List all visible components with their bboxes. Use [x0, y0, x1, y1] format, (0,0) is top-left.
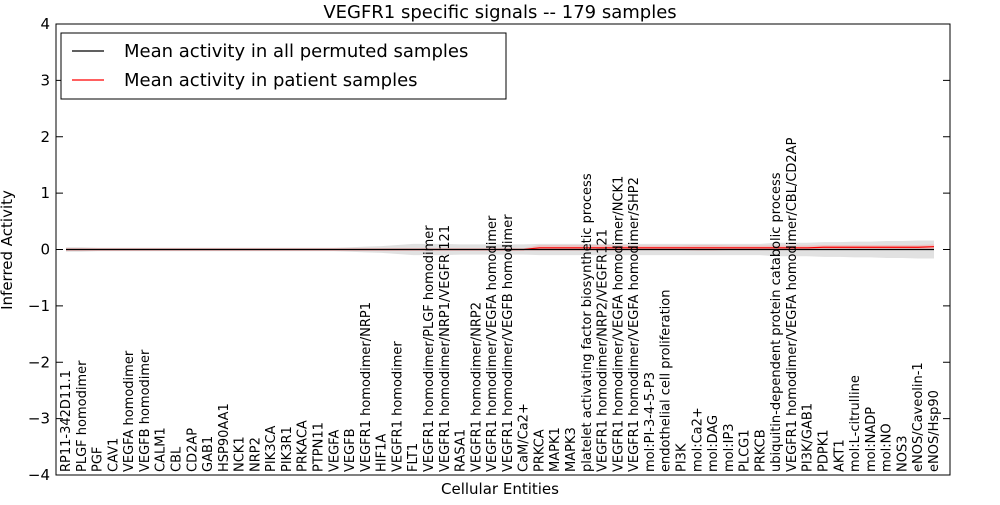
category-label: VEGFR1 homodimer/VEGFA homodimer/NCK1 — [611, 176, 626, 472]
category-label: AKT1 — [832, 439, 847, 472]
category-label: eNOS/Hsp90 — [927, 390, 942, 472]
category-label: mol:DAG — [706, 415, 721, 472]
category-label: PLGF homodimer — [75, 360, 90, 472]
y-tick-label: 2 — [40, 128, 50, 146]
category-label: HSP90AA1 — [217, 403, 232, 472]
category-label: PGF — [91, 447, 106, 472]
category-label: VEGFA — [327, 430, 342, 472]
category-label: VEGFR1 homodimer/VEGFA homodimer/SHP2 — [627, 177, 642, 472]
y-tick-label: −1 — [28, 297, 50, 315]
category-label: platelet activating factor biosynthetic … — [580, 173, 595, 472]
legend-box — [60, 32, 507, 100]
category-label: VEGFR1 homodimer — [390, 341, 405, 472]
category-label: RP11-342D11.1 — [59, 370, 74, 472]
category-label: VEGFR1 homodimer/VEGFA homodimer/CBL/CD2… — [785, 137, 800, 472]
y-tick-label: −3 — [28, 410, 50, 428]
category-labels: RP11-342D11.1 PLGF homodimer PGF CAV1 VEGFA … — [59, 137, 942, 472]
category-label: HIF1A — [375, 434, 390, 472]
y-tick-label: 0 — [40, 241, 50, 259]
category-label: PI3K — [674, 443, 689, 472]
category-label: CD2AP — [185, 428, 200, 472]
category-label: PTPN11 — [312, 422, 327, 472]
category-label: CBL — [169, 446, 184, 472]
x-axis-label: Cellular Entities — [441, 480, 559, 498]
category-label: PRKCA — [532, 429, 547, 472]
plot-frame — [55, 23, 951, 476]
category-label: VEGFR1 homodimer/VEGFA homodimer — [485, 215, 500, 472]
category-label: endothelial cell proliferation — [659, 290, 674, 473]
category-label: mol:Ca2+ — [690, 407, 705, 472]
category-label: VEGFB homodimer — [138, 349, 153, 472]
category-label: PIK3CA — [264, 425, 279, 472]
y-tick-label: 4 — [40, 15, 50, 33]
category-label: MAPK3 — [564, 427, 579, 472]
category-label: VEGFB — [343, 428, 358, 472]
category-label: VEGFR1 homodimer/NRP2 — [469, 302, 484, 472]
category-label: CALM1 — [154, 427, 169, 472]
category-label: eNOS/Caveolin-1 — [911, 362, 926, 472]
category-label: VEGFR1 homodimer/NRP1 — [359, 302, 374, 472]
category-label: ubiquitin-dependent protein catabolic pr… — [769, 172, 784, 472]
category-label: NCK1 — [233, 436, 248, 472]
category-label: FLT1 — [406, 443, 421, 472]
y-axis-ticks: −4 −3 −2 −1 0 1 2 3 4 — [28, 15, 950, 484]
category-label: NRP2 — [248, 437, 263, 472]
category-label: mol:PI-3-4-5-P3 — [643, 372, 658, 472]
category-label: PDPK1 — [817, 430, 832, 473]
y-tick-label: −4 — [28, 466, 50, 484]
category-label: CAV1 — [106, 438, 121, 472]
y-tick-label: 3 — [40, 71, 50, 89]
category-label: mol:L-citrulline — [848, 375, 863, 472]
y-tick-label: −2 — [28, 353, 50, 371]
y-axis-label: Inferred Activity — [0, 190, 16, 310]
category-label: PLCG1 — [738, 429, 753, 472]
category-label: PIK3R1 — [280, 426, 295, 472]
category-label: mol:NO — [880, 423, 895, 472]
category-label: mol:IP3 — [722, 423, 737, 472]
series-lines — [66, 246, 935, 251]
category-label: VEGFR1 homodimer/NRP2/VEGFR121 — [596, 229, 611, 472]
category-label: mol:NADP — [864, 407, 879, 472]
category-label: MAPK1 — [548, 427, 563, 472]
category-label: GAB1 — [201, 436, 216, 472]
category-label: VEGFA homodimer — [122, 350, 137, 472]
category-label: PRKCB — [753, 429, 768, 472]
category-label: NOS3 — [895, 436, 910, 472]
category-label: CaM/Ca2+ — [517, 403, 532, 472]
category-label: VEGFR1 homodimer/NRP1/VEGFR 121 — [438, 225, 453, 472]
chart-title: VEGFR1 specific signals -- 179 samples — [323, 2, 676, 23]
category-label: VEGFR1 homodimer/VEGFB homodimer — [501, 214, 516, 472]
category-label: RASA1 — [454, 429, 469, 472]
y-tick-label: 1 — [40, 184, 50, 202]
category-label: PI3K/GAB1 — [801, 403, 816, 472]
legend: Mean activity in all permuted samples Mea… — [60, 32, 507, 100]
legend-entry: Mean activity in patient samples — [124, 70, 418, 91]
legend-entry: Mean activity in all permuted samples — [124, 41, 468, 62]
category-label: PRKACA — [296, 420, 311, 472]
category-label: VEGFR1 homodimer/PLGF homodimer — [422, 225, 437, 472]
